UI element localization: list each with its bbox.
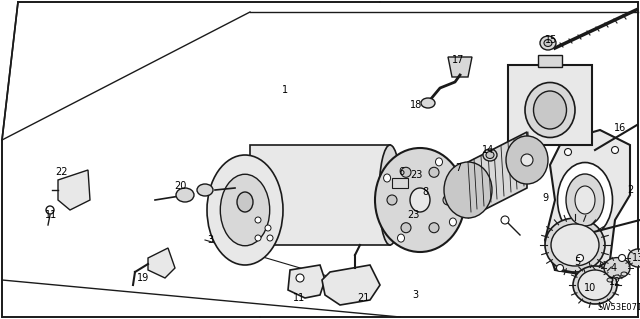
- Text: 11: 11: [293, 293, 305, 303]
- Ellipse shape: [220, 174, 269, 246]
- Ellipse shape: [577, 255, 584, 262]
- Text: 16: 16: [614, 123, 626, 133]
- Text: 14: 14: [482, 145, 494, 155]
- Ellipse shape: [265, 225, 271, 231]
- Polygon shape: [322, 265, 380, 305]
- Ellipse shape: [449, 218, 456, 226]
- Ellipse shape: [435, 158, 442, 166]
- Ellipse shape: [611, 146, 618, 153]
- Text: 21: 21: [357, 293, 369, 303]
- Ellipse shape: [621, 272, 627, 276]
- Polygon shape: [448, 57, 472, 77]
- Polygon shape: [148, 248, 175, 278]
- Text: 18: 18: [410, 100, 422, 110]
- Text: SW53E0711D: SW53E0711D: [598, 303, 640, 313]
- Ellipse shape: [255, 235, 261, 241]
- Ellipse shape: [207, 155, 283, 265]
- Ellipse shape: [421, 98, 435, 108]
- Ellipse shape: [614, 275, 620, 279]
- Text: 3: 3: [207, 235, 213, 245]
- Ellipse shape: [444, 162, 492, 218]
- Ellipse shape: [557, 162, 612, 238]
- Bar: [392, 178, 408, 188]
- Polygon shape: [250, 145, 390, 245]
- Ellipse shape: [410, 188, 430, 212]
- Text: 11: 11: [45, 210, 57, 220]
- Ellipse shape: [544, 40, 552, 47]
- Text: 19: 19: [137, 273, 149, 283]
- Ellipse shape: [401, 167, 411, 177]
- Text: 17: 17: [452, 55, 464, 65]
- Ellipse shape: [604, 258, 630, 278]
- Ellipse shape: [46, 206, 54, 214]
- Ellipse shape: [540, 36, 556, 50]
- Ellipse shape: [397, 234, 404, 242]
- Text: 23: 23: [410, 170, 422, 180]
- Ellipse shape: [551, 224, 599, 266]
- Ellipse shape: [564, 149, 572, 155]
- Text: 10: 10: [584, 283, 596, 293]
- Text: 6: 6: [398, 167, 404, 177]
- Text: 12: 12: [609, 277, 621, 287]
- Text: 2: 2: [627, 185, 633, 195]
- Text: 20: 20: [174, 181, 186, 191]
- Text: 23: 23: [407, 210, 419, 220]
- Ellipse shape: [566, 174, 604, 226]
- Ellipse shape: [573, 266, 617, 304]
- Text: 1: 1: [282, 85, 288, 95]
- Ellipse shape: [506, 136, 548, 184]
- Ellipse shape: [197, 184, 213, 196]
- Ellipse shape: [237, 192, 253, 212]
- Polygon shape: [288, 265, 325, 298]
- Text: 4: 4: [611, 263, 617, 273]
- Ellipse shape: [375, 148, 465, 252]
- Ellipse shape: [296, 274, 304, 282]
- Ellipse shape: [521, 154, 533, 166]
- Ellipse shape: [401, 223, 411, 233]
- Ellipse shape: [379, 145, 401, 245]
- Ellipse shape: [534, 91, 566, 129]
- Text: 22: 22: [56, 167, 68, 177]
- Ellipse shape: [255, 217, 261, 223]
- Ellipse shape: [443, 195, 453, 205]
- Ellipse shape: [628, 249, 640, 267]
- Ellipse shape: [501, 216, 509, 224]
- Ellipse shape: [486, 152, 494, 159]
- Text: 13: 13: [632, 253, 640, 263]
- Ellipse shape: [429, 167, 439, 177]
- Ellipse shape: [578, 270, 612, 300]
- Text: 15: 15: [545, 35, 557, 45]
- Polygon shape: [58, 170, 90, 210]
- Bar: [538, 55, 562, 67]
- Ellipse shape: [545, 218, 605, 272]
- Ellipse shape: [176, 188, 194, 202]
- Polygon shape: [545, 130, 630, 275]
- Ellipse shape: [387, 195, 397, 205]
- Polygon shape: [508, 65, 592, 145]
- Ellipse shape: [483, 149, 497, 161]
- Text: 3: 3: [412, 290, 418, 300]
- Text: 5: 5: [574, 257, 580, 267]
- Ellipse shape: [429, 223, 439, 233]
- Ellipse shape: [607, 278, 613, 282]
- Ellipse shape: [267, 235, 273, 241]
- Ellipse shape: [557, 264, 563, 271]
- Text: 8: 8: [422, 187, 428, 197]
- Polygon shape: [468, 132, 527, 218]
- Text: 9: 9: [542, 193, 548, 203]
- Ellipse shape: [525, 83, 575, 137]
- Text: 7: 7: [455, 163, 461, 173]
- Ellipse shape: [618, 255, 625, 262]
- Bar: [382, 185, 398, 197]
- Ellipse shape: [575, 186, 595, 214]
- Ellipse shape: [383, 174, 390, 182]
